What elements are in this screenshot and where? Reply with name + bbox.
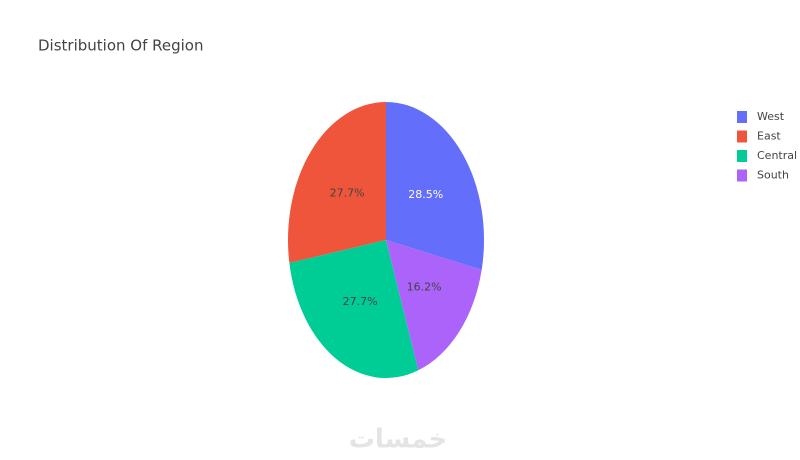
legend-label: West [757, 110, 785, 123]
legend-swatch [737, 111, 747, 123]
legend-swatch [737, 169, 747, 182]
legend-label: South [757, 169, 789, 182]
legend-label: East [757, 130, 781, 143]
legend-swatch [737, 130, 747, 143]
pie-slice [386, 102, 485, 270]
pie-slice [386, 240, 482, 371]
slice-label: 27.7% [343, 295, 378, 308]
slice-label: 28.5% [408, 188, 443, 201]
chart-title: Distribution Of Region [38, 37, 203, 55]
watermark: خمسات [349, 425, 448, 455]
pie-slice [287, 102, 386, 264]
pie-slice [289, 240, 419, 378]
legend-label: Central [757, 149, 797, 162]
slice-label: 27.7% [330, 187, 365, 200]
legend-swatch [737, 150, 747, 162]
slice-label: 16.2% [407, 281, 442, 294]
